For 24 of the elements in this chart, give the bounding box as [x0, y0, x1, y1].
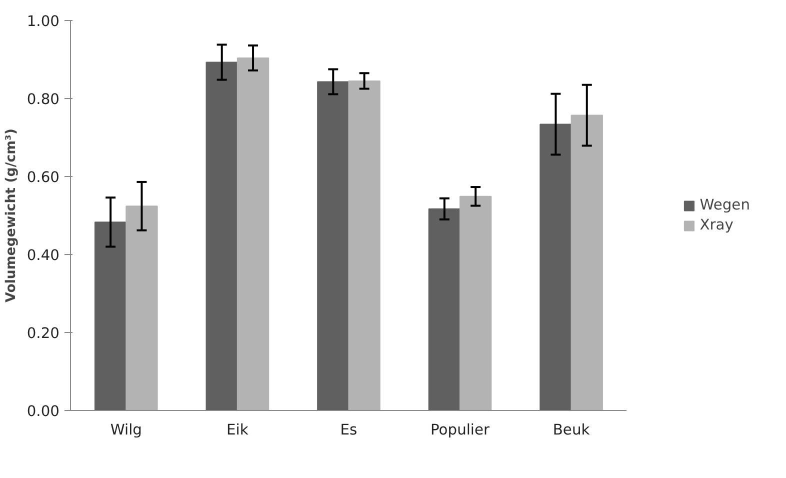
y-tick-label: 0.40	[26, 247, 60, 264]
legend-label: Xray	[700, 216, 734, 234]
y-axis-title: Volumegewicht (g/cm³)	[4, 128, 19, 302]
x-tick-label: Wilg	[110, 422, 142, 438]
bar	[94, 222, 127, 410]
bar	[460, 196, 492, 410]
bar	[570, 114, 603, 410]
y-tick-label: 0.60	[26, 169, 60, 186]
legend-label: Wegen	[700, 196, 750, 214]
bar	[428, 208, 461, 410]
x-tick-label: Populier	[430, 422, 491, 438]
bar	[540, 124, 572, 410]
y-tick-label: 0.20	[26, 325, 60, 342]
bar	[236, 57, 270, 410]
bar	[317, 81, 350, 410]
y-tick-label: 0.80	[26, 91, 60, 108]
y-tick-label: 1.00	[26, 13, 60, 30]
bar	[348, 80, 380, 410]
y-tick-label: 0.00	[26, 403, 60, 420]
bar	[206, 62, 238, 410]
bar	[126, 206, 158, 410]
x-tick-label: Beuk	[552, 422, 590, 438]
x-tick-label: Eik	[226, 422, 249, 438]
x-tick-label: Es	[340, 422, 358, 438]
